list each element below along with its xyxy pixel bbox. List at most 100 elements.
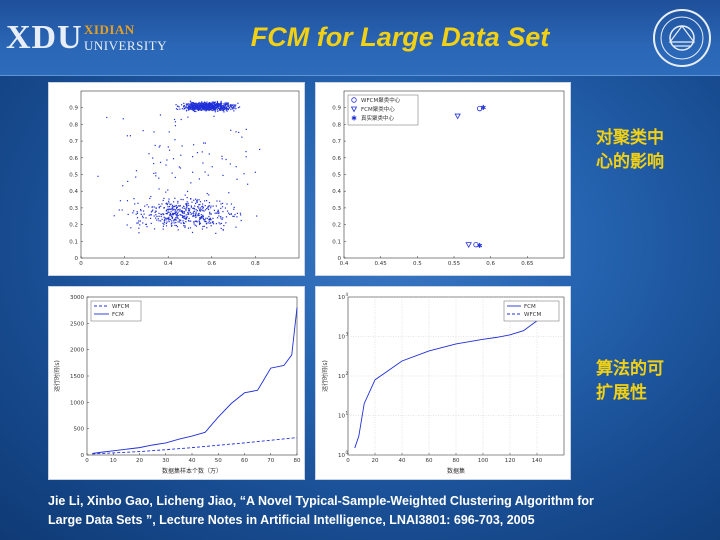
data-point — [188, 106, 190, 108]
data-point — [183, 217, 185, 219]
y-tick-label: 0.5 — [332, 173, 341, 179]
data-point — [218, 215, 220, 217]
data-point — [210, 222, 212, 224]
data-point — [211, 106, 214, 108]
data-point — [180, 219, 182, 221]
data-point — [233, 108, 235, 110]
side-label-top-line2: 心的影响 — [596, 152, 664, 172]
data-point — [194, 224, 196, 226]
data-point — [216, 100, 219, 103]
data-point — [176, 206, 178, 208]
data-point — [218, 104, 220, 106]
data-point — [208, 109, 210, 111]
data-point — [170, 215, 173, 218]
data-point — [199, 207, 202, 209]
data-point — [193, 215, 195, 217]
data-point — [200, 107, 202, 109]
x-tick-label: 100 — [478, 458, 489, 464]
panel-line-runtime: 0 10 20 30 40 50 60 70 80 0 500 1000 1500 2000 2500 300… — [48, 286, 305, 480]
data-point — [169, 213, 171, 216]
data-point — [166, 203, 168, 205]
data-point — [233, 104, 235, 106]
data-point — [165, 210, 167, 212]
data-point — [167, 217, 170, 220]
data-point — [163, 213, 165, 216]
data-point — [197, 107, 199, 109]
data-point — [168, 149, 171, 151]
data-point — [194, 109, 196, 111]
data-point — [158, 212, 160, 215]
data-point — [163, 216, 165, 218]
x-tick-label: 20 — [372, 458, 379, 464]
data-point — [199, 108, 201, 110]
data-point — [179, 221, 181, 223]
data-point — [203, 142, 205, 144]
data-point — [192, 207, 195, 209]
data-point — [207, 206, 209, 208]
data-point — [187, 219, 190, 222]
data-point — [185, 208, 187, 211]
data-point — [223, 225, 225, 227]
data-point — [193, 109, 195, 111]
data-point — [226, 210, 229, 212]
data-point — [158, 215, 160, 217]
data-point — [171, 209, 173, 211]
data-point — [169, 204, 171, 206]
data-point — [185, 110, 188, 112]
data-point — [199, 209, 201, 211]
data-point — [169, 208, 172, 210]
data-point — [174, 213, 177, 215]
data-point — [178, 166, 180, 168]
data-point — [208, 104, 210, 106]
data-point — [183, 106, 185, 108]
data-point — [162, 199, 164, 202]
data-point — [170, 214, 172, 216]
data-point — [198, 221, 201, 223]
data-point — [187, 212, 190, 214]
data-point — [155, 214, 157, 216]
y-tick-label: 0.7 — [332, 139, 341, 145]
data-point — [186, 203, 188, 205]
data-point — [183, 108, 185, 110]
data-point — [209, 108, 211, 110]
data-point — [137, 222, 139, 224]
data-point — [225, 107, 228, 109]
data-point — [206, 108, 208, 110]
data-point — [206, 103, 208, 106]
data-point — [203, 106, 205, 108]
data-point — [185, 210, 187, 212]
data-point — [215, 104, 217, 106]
x-tick-label: 0 — [346, 458, 350, 464]
data-point — [210, 207, 212, 209]
data-point — [202, 203, 204, 205]
data-point — [188, 209, 190, 212]
data-point — [148, 153, 150, 155]
data-point — [181, 211, 183, 213]
data-point — [219, 107, 221, 110]
data-point — [149, 197, 151, 200]
data-point — [172, 206, 174, 208]
data-point — [193, 210, 195, 212]
data-point — [209, 107, 211, 109]
data-point — [210, 219, 212, 221]
data-point — [256, 215, 258, 217]
y-tick-label: 10 — [338, 414, 345, 420]
data-point — [138, 227, 140, 229]
data-point — [212, 106, 214, 108]
data-point — [180, 198, 182, 201]
chart-line-log: 0 20 40 60 80 100 120 140100101102103104FCMWFCM… — [321, 292, 565, 475]
data-point — [236, 178, 238, 180]
data-point — [198, 199, 200, 201]
data-point — [210, 105, 213, 107]
data-point — [198, 212, 200, 215]
data-point — [227, 212, 230, 214]
data-point — [180, 104, 183, 106]
data-point — [185, 207, 187, 209]
center-marker-star: ✱ — [480, 104, 486, 112]
data-point — [187, 227, 190, 229]
data-point — [153, 131, 155, 133]
data-point — [201, 151, 203, 153]
data-point — [195, 198, 197, 200]
x-tick-label: 0 — [79, 261, 83, 267]
data-point — [106, 116, 108, 119]
